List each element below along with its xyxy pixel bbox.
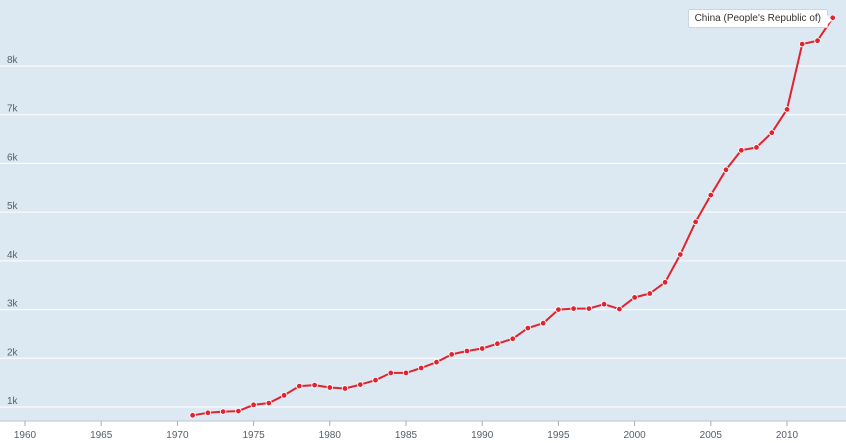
data-point[interactable] — [418, 364, 425, 372]
data-point[interactable] — [646, 290, 653, 297]
plot-area — [0, 0, 846, 421]
data-point[interactable] — [799, 40, 806, 48]
data-point[interactable] — [631, 294, 638, 301]
data-point[interactable] — [707, 191, 714, 199]
y-tick-label: 6k — [7, 152, 19, 163]
x-tick-label: 2000 — [623, 430, 646, 441]
y-tick-label: 3k — [7, 299, 19, 310]
data-point[interactable] — [722, 166, 730, 173]
x-tick-label: 1980 — [319, 430, 342, 441]
y-tick-label: 4k — [7, 250, 19, 261]
data-point[interactable] — [341, 385, 349, 392]
data-point[interactable] — [783, 106, 791, 113]
x-tick-label: 2010 — [776, 430, 799, 441]
y-tick-label: 7k — [7, 104, 19, 115]
y-tick-label: 2k — [7, 347, 19, 358]
data-point[interactable] — [814, 37, 821, 44]
data-point[interactable] — [204, 409, 212, 416]
data-point[interactable] — [738, 147, 745, 154]
x-axis: 1960 1965 1970 1975 1980 1985 1990 1995 2000 2005… — [0, 420, 846, 441]
data-point[interactable] — [661, 279, 669, 286]
data-point[interactable] — [265, 399, 272, 407]
x-tick-label: 1990 — [471, 430, 494, 441]
y-tick-label: 8k — [7, 55, 19, 66]
data-point[interactable] — [585, 305, 593, 312]
x-tick-label: 2005 — [700, 430, 723, 441]
data-point[interactable] — [219, 408, 227, 415]
data-point[interactable] — [555, 306, 562, 313]
data-point[interactable] — [570, 305, 577, 312]
x-tick-label: 1970 — [166, 430, 189, 441]
data-point[interactable] — [677, 251, 684, 258]
x-tick-label: 1965 — [90, 430, 113, 441]
data-point[interactable] — [326, 384, 333, 391]
x-tick-label: 1985 — [395, 430, 418, 441]
x-tick-label: 1995 — [547, 430, 570, 441]
x-tick-label: 1975 — [242, 430, 265, 441]
data-point[interactable] — [280, 392, 288, 399]
data-point[interactable] — [753, 144, 760, 151]
data-point[interactable] — [448, 351, 455, 358]
x-tick-label: 1960 — [14, 430, 37, 441]
data-point[interactable] — [600, 301, 608, 308]
y-tick-label: 5k — [7, 201, 19, 212]
data-point[interactable] — [494, 340, 501, 347]
data-point[interactable] — [768, 129, 775, 136]
data-point[interactable] — [296, 382, 303, 390]
data-point[interactable] — [250, 401, 257, 408]
series-label-tooltip: China (People's Republic of) — [687, 9, 833, 28]
data-point[interactable] — [433, 359, 440, 366]
data-point[interactable] — [479, 345, 486, 352]
data-point[interactable] — [463, 347, 471, 355]
data-point[interactable] — [616, 305, 623, 313]
data-point[interactable] — [692, 218, 699, 226]
data-point[interactable] — [509, 335, 516, 342]
y-tick-label: 1k — [7, 396, 19, 407]
data-point[interactable] — [402, 369, 410, 377]
data-point[interactable] — [387, 369, 394, 377]
data-point[interactable] — [235, 407, 242, 415]
data-point[interactable] — [372, 377, 379, 384]
data-point[interactable] — [357, 381, 364, 388]
data-points — [189, 14, 836, 419]
data-point[interactable] — [524, 324, 532, 332]
data-point[interactable] — [189, 412, 196, 419]
y-axis: 1k 2k 3k 4k 5k 6k 7k 8k — [7, 55, 19, 407]
data-point[interactable] — [540, 320, 547, 327]
gridlines — [0, 65, 846, 408]
data-point[interactable] — [311, 381, 318, 389]
